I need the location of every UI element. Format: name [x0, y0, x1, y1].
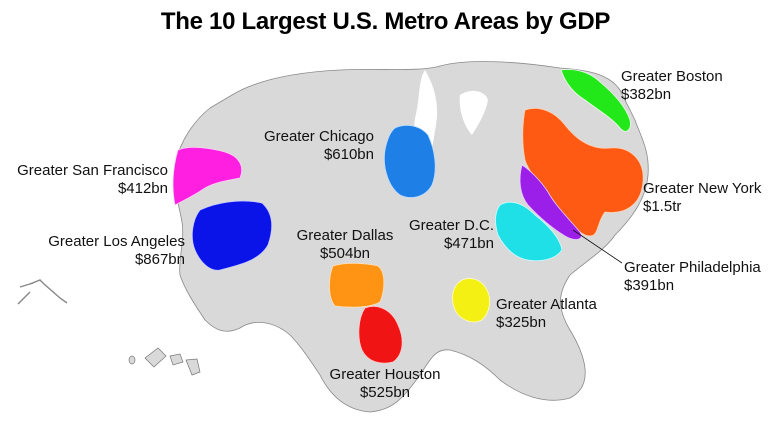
- metro-atlanta: [451, 278, 491, 323]
- label-houston: Greater Houston $525bn: [329, 366, 441, 401]
- metro-chicago: [383, 124, 436, 198]
- metro-boston: [560, 69, 631, 132]
- map-title: The 10 Largest U.S. Metro Areas by GDP: [160, 8, 611, 35]
- label-los-angeles: Greater Los Angeles $867bn: [48, 233, 185, 268]
- label-san-francisco: Greater San Francisco $412bn: [17, 162, 168, 197]
- metro-dallas: [329, 262, 385, 308]
- label-new-york: Greater New York $1.5tr: [643, 180, 762, 215]
- label-philadelphia: Greater Philadelphia $391bn: [624, 259, 761, 294]
- label-dallas: Greater Dallas $504bn: [296, 227, 394, 262]
- lake-huron: [459, 90, 488, 135]
- metro-dc: [495, 201, 563, 262]
- metro-houston: [358, 306, 403, 364]
- metro-los-angeles: [191, 200, 273, 271]
- metro-san-francisco: [172, 146, 242, 206]
- metro-philadelphia: [519, 164, 582, 240]
- alaska-islands: [17, 279, 68, 305]
- label-boston: Greater Boston $382bn: [621, 68, 723, 103]
- label-dc: Greater D.C. $471bn: [408, 217, 494, 252]
- label-atlanta: Greater Atlanta $325bn: [496, 296, 597, 331]
- philadelphia-leader-line: [572, 229, 623, 264]
- label-chicago: Greater Chicago $610bn: [263, 128, 374, 163]
- hawaii-islands: [128, 347, 201, 376]
